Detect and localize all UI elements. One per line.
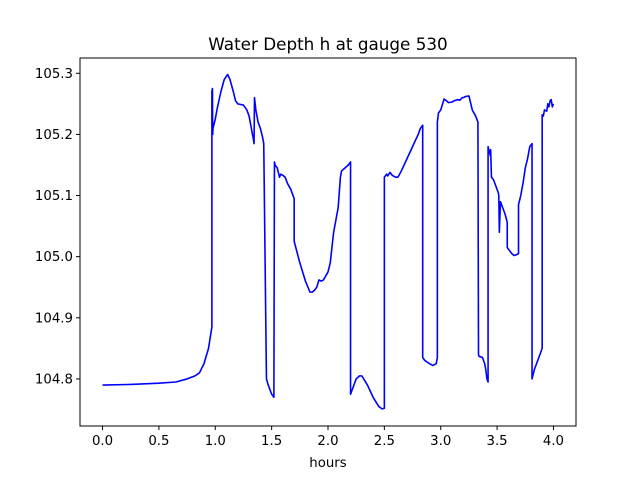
x-tick-label: 1.5	[261, 434, 282, 449]
plot-area	[102, 73, 555, 410]
x-tick-label: 3.5	[487, 434, 508, 449]
x-tick-label: 2.0	[317, 434, 338, 449]
x-tick-label: 3.0	[430, 434, 451, 449]
y-axis: 104.8 104.9 105.0 105.1 105.2 105.3	[35, 67, 80, 387]
x-axis: 0.0 0.5 1.0 1.5 2.0 2.5 3.0 3.5 4.0	[92, 426, 564, 449]
x-tick-label: 4.0	[543, 434, 564, 449]
y-tick-label: 104.9	[35, 311, 73, 326]
y-tick-label: 105.3	[35, 67, 73, 82]
y-tick-label: 105.0	[35, 250, 73, 265]
series-line-0	[102, 73, 555, 410]
x-tick-label: 0.5	[148, 434, 169, 449]
chart-title: Water Depth h at gauge 530	[208, 34, 447, 54]
y-tick-label: 104.8	[35, 372, 73, 387]
y-tick-label: 105.2	[35, 128, 73, 143]
x-tick-label: 2.5	[374, 434, 395, 449]
x-tick-label: 0.0	[92, 434, 113, 449]
x-tick-label: 1.0	[205, 434, 226, 449]
y-tick-label: 105.1	[35, 189, 73, 204]
x-axis-label: hours	[309, 456, 346, 471]
